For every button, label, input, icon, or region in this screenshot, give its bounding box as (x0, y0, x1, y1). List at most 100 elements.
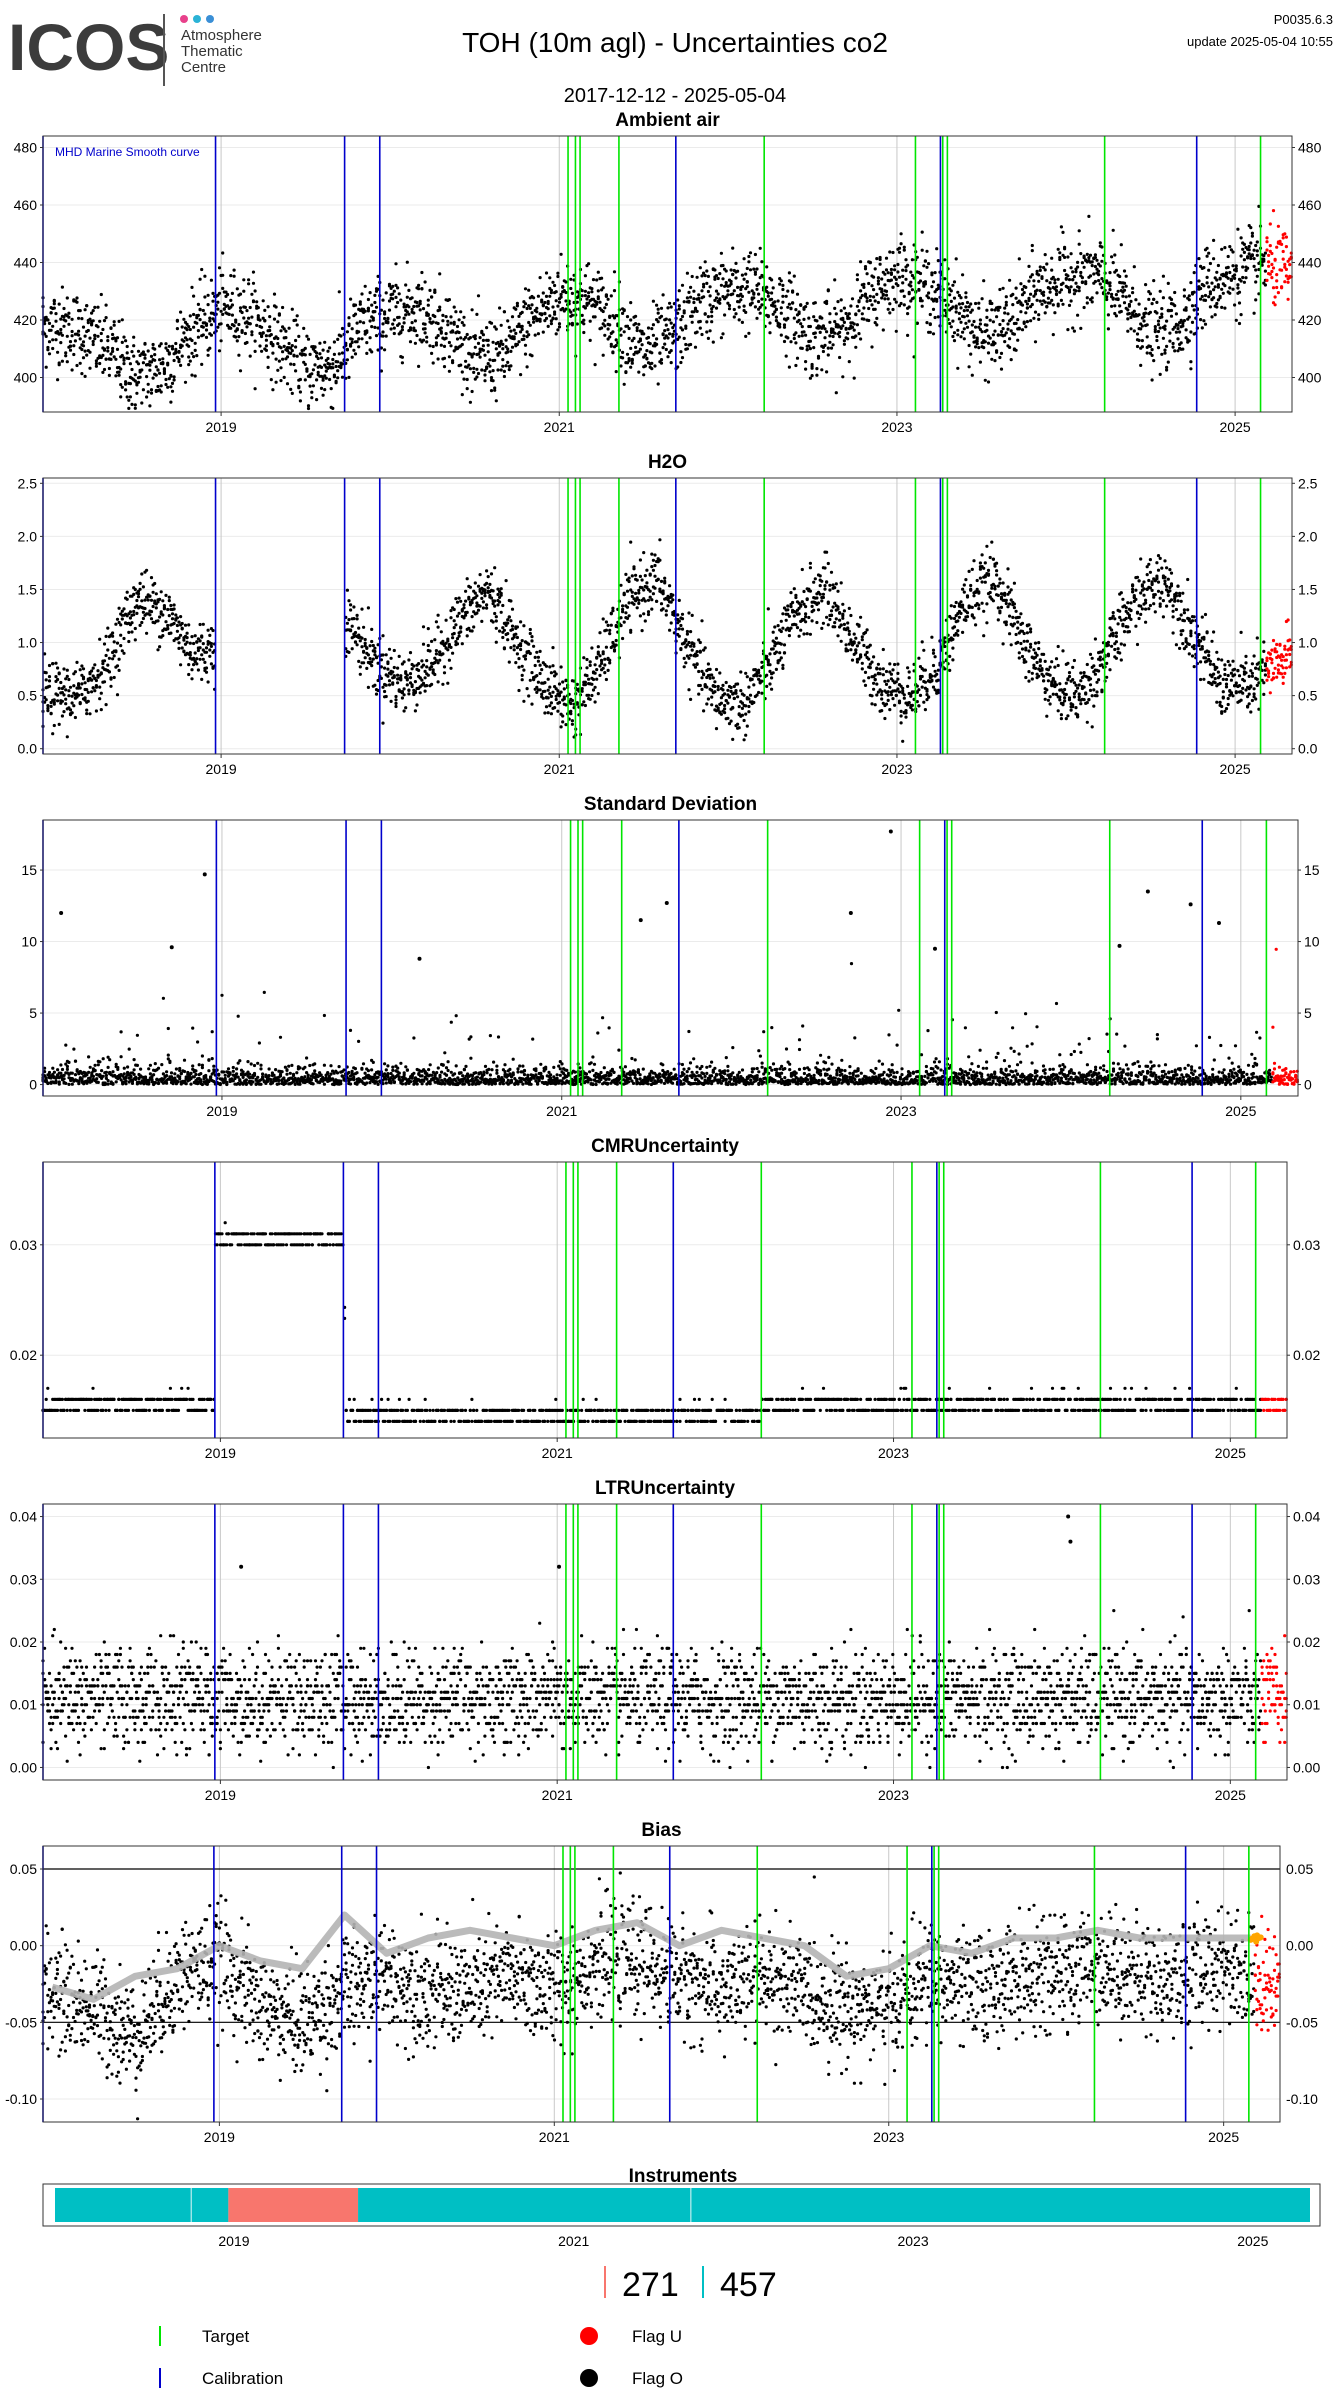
data-point (462, 315, 466, 319)
data-point (467, 597, 471, 601)
data-point (747, 260, 751, 264)
data-point (91, 342, 95, 347)
data-point (457, 330, 461, 335)
data-point (1215, 270, 1219, 274)
data-point (381, 685, 385, 689)
data-point (1249, 256, 1253, 261)
data-point (611, 606, 615, 610)
data-point (78, 686, 82, 690)
data-point (893, 297, 897, 301)
data-point (967, 319, 971, 323)
data-point (978, 360, 983, 364)
data-point (418, 308, 422, 312)
data-point (408, 340, 413, 344)
data-point (570, 719, 575, 723)
data-point (964, 321, 968, 325)
data-point (52, 702, 56, 706)
data-point (745, 280, 749, 284)
data-point (408, 328, 413, 332)
data-point (922, 284, 926, 288)
data-point (1124, 274, 1128, 278)
data-point (1043, 268, 1047, 272)
data-point (859, 296, 863, 300)
data-point (476, 584, 481, 588)
data-point (982, 279, 986, 283)
data-point (355, 321, 359, 325)
data-point (985, 308, 989, 312)
data-point (650, 351, 654, 355)
data-point (789, 591, 793, 595)
data-point (328, 362, 332, 366)
data-point (593, 671, 597, 675)
data-point (787, 365, 792, 369)
data-point (884, 682, 889, 687)
data-point (85, 708, 89, 712)
data-point (957, 293, 962, 298)
data-point (687, 611, 691, 615)
data-point (67, 322, 71, 326)
data-point (392, 331, 396, 336)
data-point (954, 257, 958, 261)
data-point (436, 357, 440, 361)
data-point (1084, 282, 1088, 286)
data-point (734, 261, 738, 265)
data-point (1030, 273, 1034, 277)
data-point (357, 659, 361, 664)
data-point (943, 308, 947, 312)
data-point (706, 697, 711, 701)
data-point (634, 591, 638, 596)
data-point (700, 289, 704, 293)
data-point (483, 353, 487, 357)
data-point (386, 674, 390, 678)
data-point (269, 378, 273, 382)
data-point (902, 303, 906, 307)
data-point (263, 319, 267, 323)
data-point (881, 328, 885, 332)
data-point (680, 356, 685, 360)
flag-u-point (1267, 260, 1271, 264)
data-point (920, 304, 924, 308)
data-point (731, 292, 735, 296)
data-point (44, 671, 48, 675)
data-point (677, 335, 681, 339)
data-point (499, 323, 503, 327)
data-point (739, 292, 743, 296)
data-point (1189, 367, 1193, 371)
data-point (413, 341, 417, 345)
data-point (410, 667, 414, 671)
data-point (360, 645, 364, 649)
data-point (847, 629, 851, 633)
data-point (1171, 341, 1175, 346)
data-point (1093, 264, 1097, 269)
data-point (993, 359, 997, 363)
data-point (808, 566, 813, 570)
data-point (1040, 302, 1044, 306)
data-point (485, 603, 489, 607)
data-point (860, 661, 864, 665)
data-point (290, 307, 294, 311)
data-point (721, 683, 725, 688)
data-point (1192, 271, 1196, 275)
data-point (1003, 340, 1007, 344)
data-point (596, 645, 600, 649)
data-point (452, 305, 456, 309)
data-point (846, 331, 850, 335)
data-point (190, 677, 194, 681)
data-point (306, 406, 311, 411)
data-point (313, 363, 317, 367)
data-point (120, 617, 124, 621)
data-point (459, 626, 463, 630)
data-point (392, 326, 396, 330)
data-point (204, 646, 209, 650)
data-point (778, 277, 782, 281)
data-point (366, 653, 370, 657)
panel-title: Ambient air (615, 110, 720, 131)
data-point (829, 346, 834, 350)
data-point (394, 262, 398, 266)
data-point (684, 638, 688, 642)
data-point (442, 671, 447, 675)
data-point (755, 287, 759, 291)
data-point (509, 364, 513, 368)
data-point (449, 616, 453, 620)
data-point (384, 683, 388, 687)
